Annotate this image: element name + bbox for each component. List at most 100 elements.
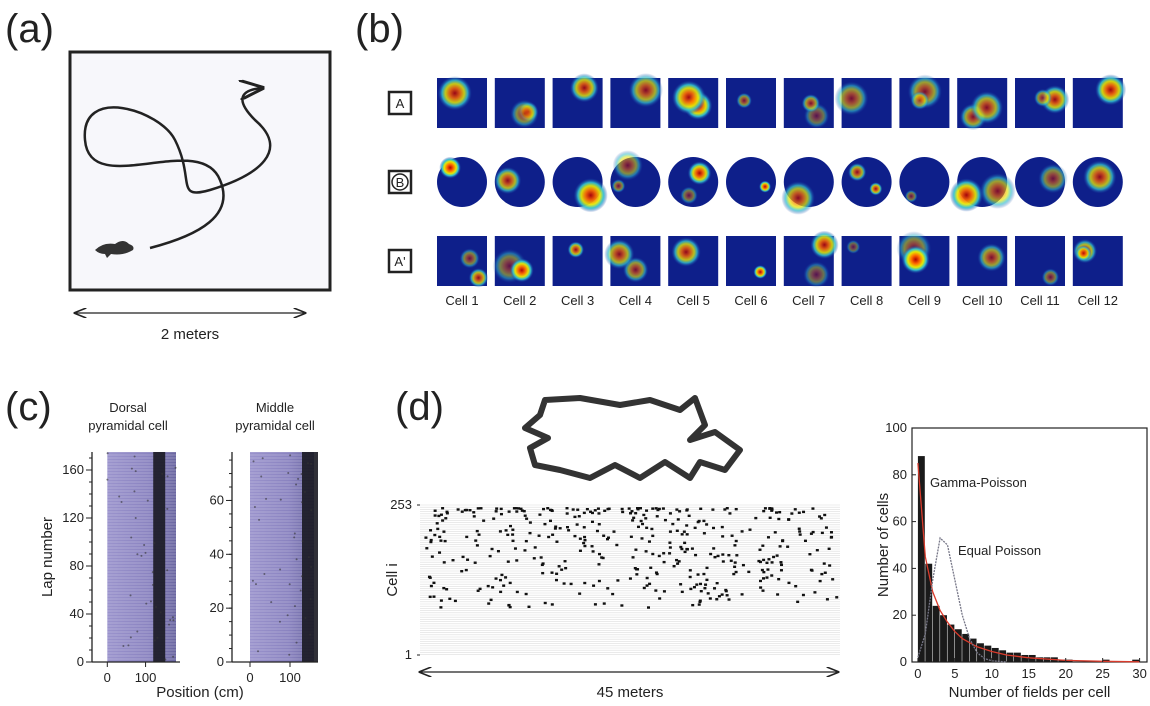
y-tick-label: 40 xyxy=(70,606,84,621)
spike xyxy=(566,507,569,509)
spike xyxy=(578,592,581,594)
spike xyxy=(818,515,821,517)
spike xyxy=(546,507,549,509)
spike xyxy=(517,507,520,509)
spike xyxy=(446,512,449,514)
spike xyxy=(722,560,725,562)
spike xyxy=(521,509,524,511)
spike xyxy=(794,585,797,587)
spike xyxy=(816,549,819,551)
spike xyxy=(721,593,724,595)
y-axis-label: Number of cells xyxy=(875,493,892,597)
spike xyxy=(713,587,716,589)
spike xyxy=(819,580,822,582)
spike xyxy=(678,510,681,512)
spike xyxy=(136,553,138,555)
spike xyxy=(602,535,605,537)
spike xyxy=(302,540,304,542)
y-tick-label: 40 xyxy=(893,560,907,575)
spike xyxy=(479,507,482,509)
spike xyxy=(172,619,174,621)
spike xyxy=(279,568,281,570)
spike xyxy=(508,510,511,512)
spike xyxy=(810,569,813,571)
spike xyxy=(598,523,601,525)
spike xyxy=(812,531,815,533)
field-spot xyxy=(910,91,929,110)
page: (a) 2 meters (b) (c) Position (cm) (d) 4… xyxy=(0,0,1150,706)
y-tick-label: 0 xyxy=(217,654,224,669)
spike xyxy=(130,636,132,638)
spike xyxy=(781,539,784,541)
spike xyxy=(515,559,518,561)
spike xyxy=(664,519,667,521)
spike xyxy=(780,564,783,566)
spike xyxy=(296,642,298,644)
spike xyxy=(555,541,558,543)
spike xyxy=(499,591,502,593)
spike xyxy=(767,558,770,560)
spike xyxy=(150,600,152,602)
spike xyxy=(570,583,573,585)
y-tick-label: 60 xyxy=(893,514,907,529)
spike xyxy=(533,557,536,559)
spike xyxy=(640,537,643,539)
spike xyxy=(582,542,585,544)
spike xyxy=(703,532,706,534)
spike xyxy=(808,553,811,555)
spike xyxy=(167,475,169,477)
cell-label: Cell 12 xyxy=(1078,293,1118,308)
spike xyxy=(513,507,516,509)
spike xyxy=(586,508,589,510)
panel-label: (c) xyxy=(5,385,52,429)
spike xyxy=(786,546,789,548)
field-spot xyxy=(469,268,488,287)
cell-label: Cell 6 xyxy=(734,293,767,308)
spike xyxy=(504,576,507,578)
spike xyxy=(279,621,281,623)
spike xyxy=(499,530,502,532)
spike xyxy=(777,518,780,520)
spike xyxy=(135,517,137,519)
spike xyxy=(527,606,530,608)
spike xyxy=(787,519,790,521)
spike xyxy=(798,530,801,532)
spike xyxy=(430,539,433,541)
spike xyxy=(606,587,609,589)
spike xyxy=(583,539,586,541)
spike xyxy=(454,600,457,602)
rate-map xyxy=(842,157,892,207)
spike xyxy=(583,512,586,514)
spike xyxy=(175,467,177,469)
cell-label: Cell 3 xyxy=(561,293,594,308)
spike xyxy=(448,598,451,600)
field-spot xyxy=(438,76,472,110)
field-spot xyxy=(802,94,821,113)
spike xyxy=(444,517,447,519)
spike xyxy=(705,579,708,581)
spike xyxy=(615,544,618,546)
field-spot xyxy=(1075,245,1091,261)
field-spot xyxy=(629,73,663,107)
spike xyxy=(583,536,586,538)
spike xyxy=(589,511,592,513)
spike xyxy=(728,512,731,514)
spike xyxy=(145,603,147,605)
spike xyxy=(651,553,654,555)
spike xyxy=(679,583,682,585)
x-tick-label: 100 xyxy=(279,670,301,685)
y-tick-label: 20 xyxy=(210,600,224,615)
field-spot xyxy=(613,150,643,180)
spike xyxy=(578,515,581,517)
spike xyxy=(620,604,623,606)
spike xyxy=(685,548,688,550)
spike xyxy=(573,516,576,518)
spike xyxy=(540,556,543,558)
spike xyxy=(721,526,724,528)
spike xyxy=(544,602,547,604)
cell-label: Cell 10 xyxy=(962,293,1002,308)
spike xyxy=(477,507,480,509)
firing-band xyxy=(302,452,318,662)
spike xyxy=(506,534,509,536)
field-spot xyxy=(905,190,918,203)
